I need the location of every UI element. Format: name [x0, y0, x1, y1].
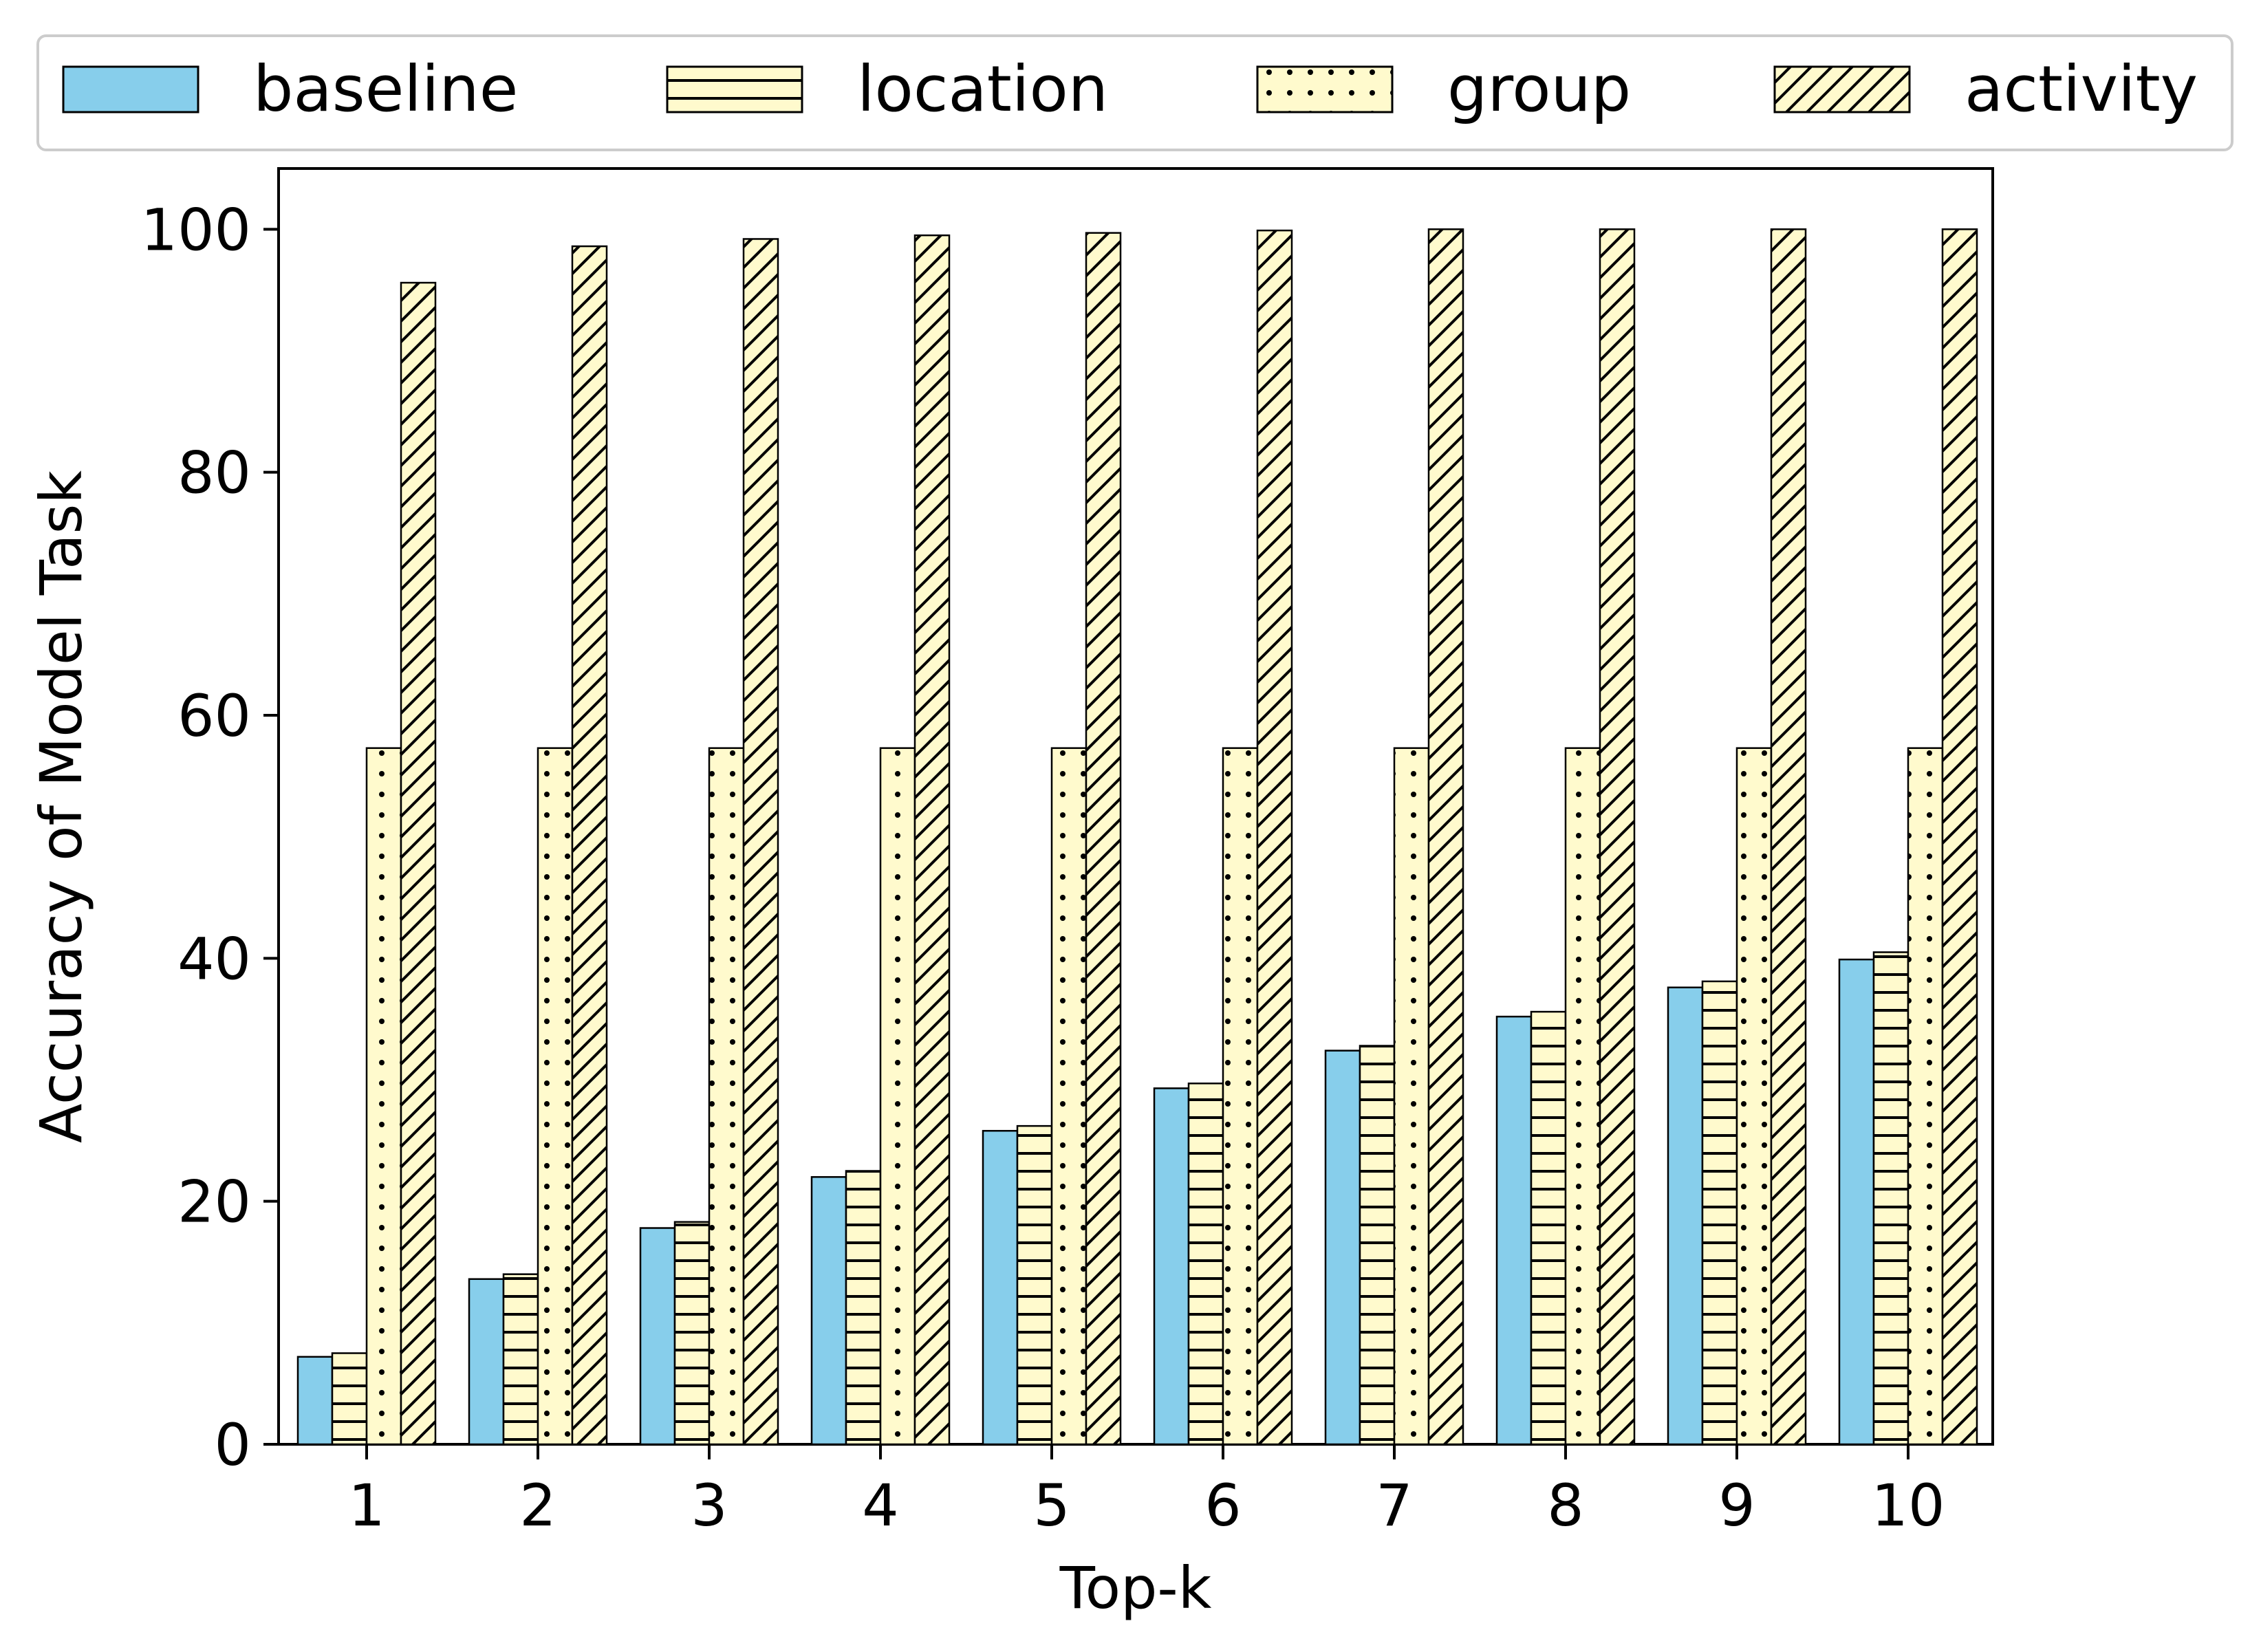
y-tick-label: 0 [215, 1411, 251, 1479]
y-tick-label: 80 [177, 439, 251, 507]
x-tick-label: 1 [348, 1472, 385, 1539]
bar-baseline-8 [1495, 1015, 1533, 1446]
bar-location-4 [845, 1170, 882, 1446]
bar-location-8 [1530, 1010, 1567, 1446]
x-tick-label: 6 [1204, 1472, 1241, 1539]
legend-label-group: group [1447, 52, 1631, 126]
bar-group-9 [1735, 747, 1773, 1446]
legend-item-group: group [1256, 52, 1631, 126]
bar-activity-5 [1085, 232, 1122, 1446]
bar-location-6 [1187, 1083, 1224, 1446]
bars-group [296, 228, 1978, 1446]
bar-activity-10 [1941, 228, 1978, 1446]
y-tick-label: 40 [177, 925, 251, 992]
x-tick-label: 8 [1547, 1472, 1583, 1539]
legend-label-location: location [857, 52, 1108, 126]
legend: baseline location group activity [36, 34, 2233, 151]
bar-baseline-1 [296, 1356, 334, 1446]
bar-location-7 [1359, 1045, 1396, 1446]
x-tick-label: 3 [691, 1472, 727, 1539]
bar-activity-2 [571, 245, 608, 1446]
y-axis: 0 20 40 60 80 100 [141, 196, 279, 1479]
bar-baseline-5 [982, 1129, 1019, 1446]
legend-label-activity: activity [1965, 52, 2198, 126]
bar-group-3 [708, 747, 745, 1446]
bar-activity-9 [1770, 228, 1807, 1446]
bar-location-1 [331, 1352, 368, 1446]
y-tick-label: 20 [177, 1169, 251, 1236]
legend-frame [36, 34, 2233, 151]
legend-label-baseline: baseline [253, 52, 518, 126]
bar-baseline-4 [810, 1176, 847, 1446]
x-axis-label: Top-k [1059, 1554, 1212, 1622]
bar-group-10 [1907, 747, 1944, 1446]
x-tick-label: 5 [1033, 1472, 1070, 1539]
bar-location-3 [673, 1221, 711, 1446]
bar-baseline-9 [1667, 986, 1704, 1446]
x-tick-label: 10 [1872, 1472, 1945, 1539]
bar-group-1 [365, 747, 402, 1446]
bar-location-5 [1016, 1124, 1053, 1446]
legend-swatch-activity [1773, 65, 1911, 113]
legend-item-activity: activity [1773, 52, 2198, 126]
x-tick-label: 7 [1376, 1472, 1412, 1539]
legend-swatch-location [666, 65, 803, 113]
y-tick-label: 60 [177, 682, 251, 750]
x-axis: 1 2 3 4 5 6 7 8 9 10 [348, 1444, 1945, 1539]
bar-location-9 [1701, 980, 1738, 1446]
x-tick-label: 4 [862, 1472, 898, 1539]
x-tick-label: 9 [1718, 1472, 1755, 1539]
bar-baseline-10 [1838, 958, 1875, 1446]
bar-group-4 [879, 747, 916, 1446]
bar-activity-7 [1427, 228, 1464, 1446]
legend-item-location: location [666, 52, 1108, 126]
x-tick-label: 2 [519, 1472, 556, 1539]
bar-baseline-6 [1153, 1087, 1190, 1446]
bar-location-2 [502, 1273, 539, 1446]
y-axis-label: Accuracy of Model Task [28, 470, 95, 1143]
bar-activity-8 [1599, 228, 1636, 1446]
bar-activity-3 [742, 238, 779, 1446]
bar-group-8 [1564, 747, 1601, 1446]
y-tick-label: 100 [141, 196, 251, 263]
bar-activity-4 [913, 234, 951, 1446]
legend-swatch-group [1256, 65, 1394, 113]
bar-group-6 [1222, 747, 1259, 1446]
bar-baseline-3 [639, 1227, 676, 1446]
plot-area [277, 167, 1994, 1446]
bar-activity-6 [1256, 229, 1293, 1446]
bar-group-2 [537, 747, 574, 1446]
bar-group-5 [1050, 747, 1088, 1446]
bar-activity-1 [400, 281, 437, 1446]
legend-item-baseline: baseline [62, 52, 518, 126]
bar-baseline-7 [1324, 1050, 1361, 1446]
bar-location-10 [1872, 951, 1910, 1446]
legend-swatch-baseline [62, 65, 199, 113]
bar-group-7 [1393, 747, 1430, 1446]
bar-baseline-2 [468, 1278, 505, 1446]
